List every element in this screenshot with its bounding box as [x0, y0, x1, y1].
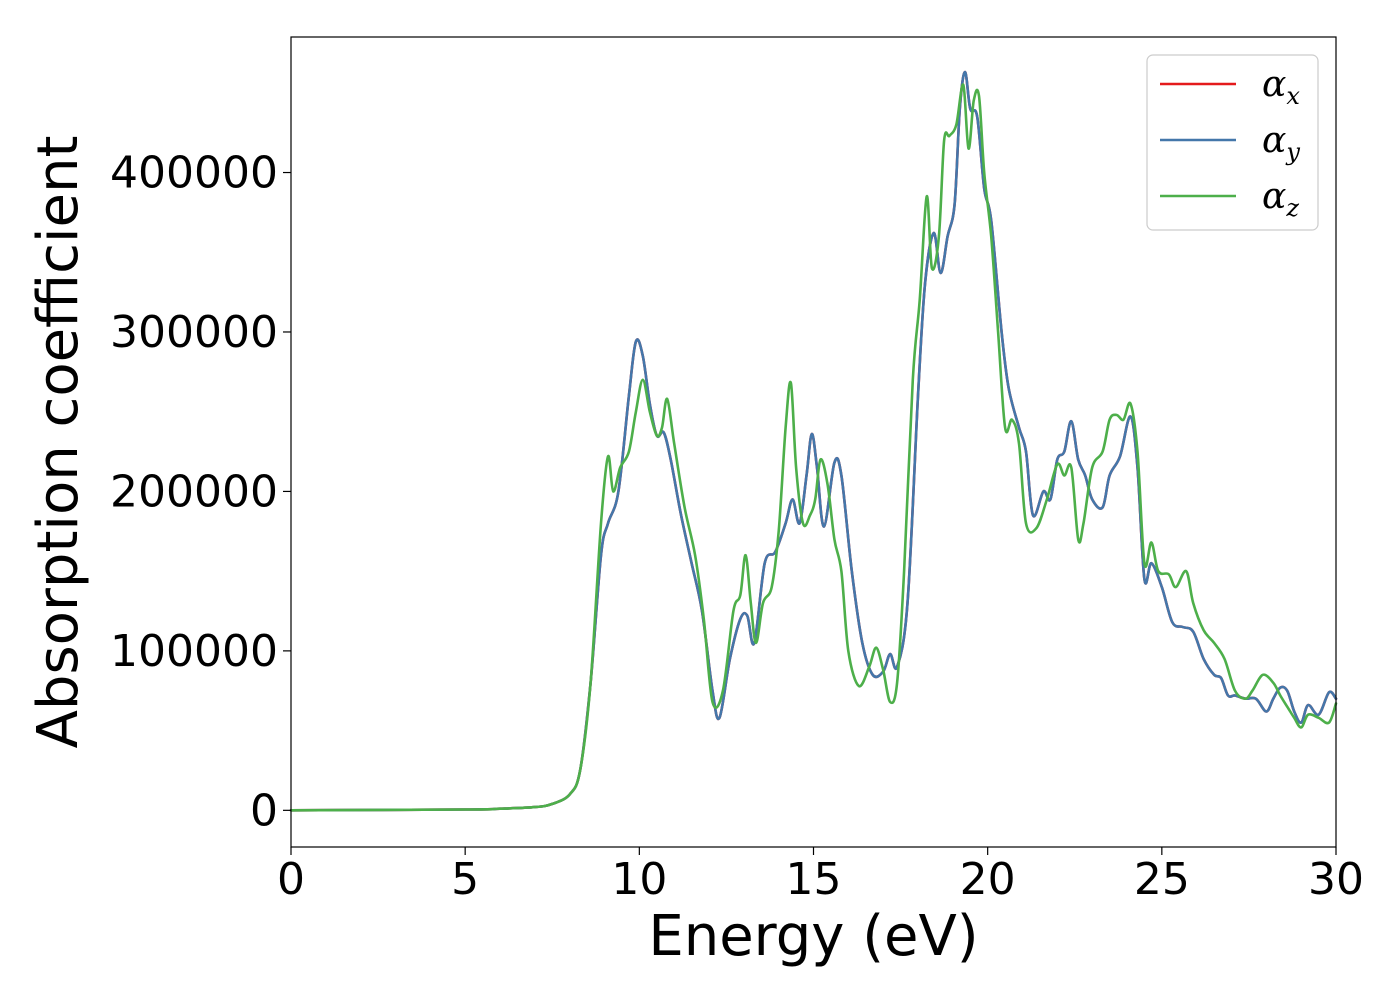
- y-tick-label: 0: [250, 785, 278, 836]
- x-tick-label: 15: [786, 854, 842, 905]
- y-tick-label: 200000: [110, 466, 278, 517]
- y-tick-label: 100000: [110, 626, 278, 677]
- x-tick-label: 25: [1134, 854, 1190, 905]
- legend-label-x: αx: [1262, 64, 1300, 110]
- y-tick-label: 400000: [110, 148, 278, 199]
- x-tick-label: 30: [1308, 854, 1364, 905]
- series-layer: [289, 70, 1338, 812]
- x-tick-label: 0: [277, 854, 305, 905]
- series-line-z: [289, 83, 1338, 812]
- x-tick-label: 10: [611, 854, 667, 905]
- x-axis-label: Energy (eV): [648, 904, 978, 969]
- y-axis-label: Absorption coefficient: [26, 136, 91, 749]
- x-axis-ticks: 0 5 10 15 20 25 30: [277, 847, 1364, 905]
- legend-box: [1146, 54, 1319, 231]
- x-tick-label: 20: [960, 854, 1016, 905]
- y-tick-label: 300000: [110, 307, 278, 358]
- x-tick-label: 5: [451, 854, 479, 905]
- y-axis-ticks: 0 100000 200000 300000 400000: [110, 148, 291, 836]
